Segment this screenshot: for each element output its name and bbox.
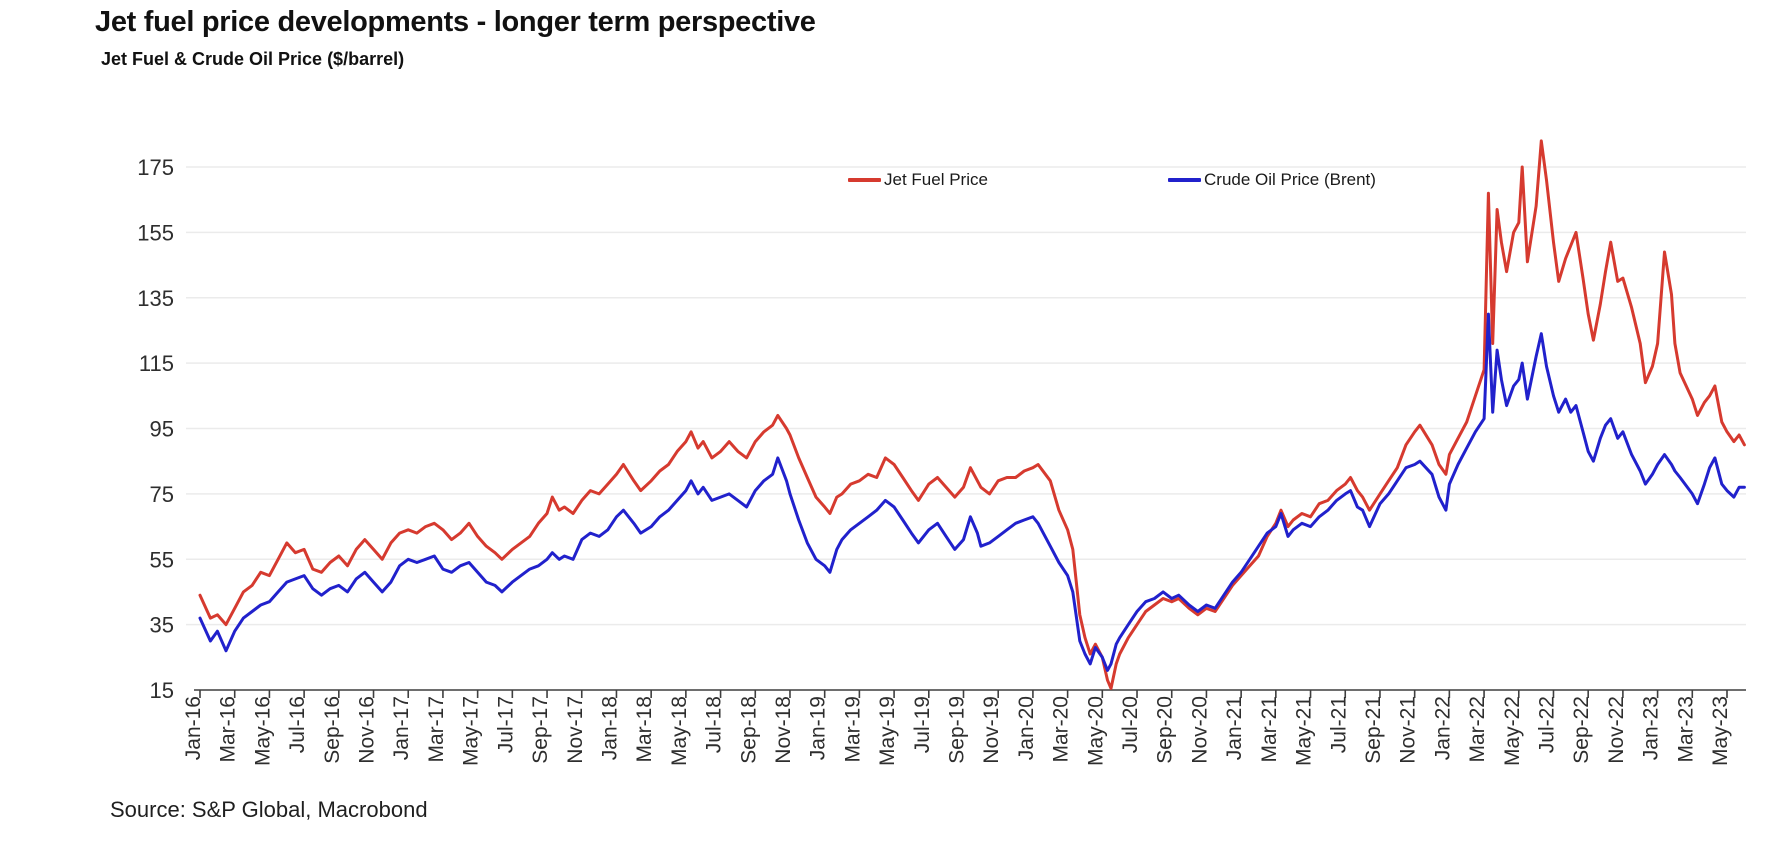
x-axis-label-Nov-16: Nov-16 xyxy=(356,696,379,764)
y-axis-label-75: 75 xyxy=(150,482,174,507)
x-axis-label-May-23: May-23 xyxy=(1709,696,1732,766)
y-axis-label-15: 15 xyxy=(150,678,174,703)
x-axis-label-Jul-16: Jul-16 xyxy=(286,696,309,753)
x-axis-label-Mar-17: Mar-17 xyxy=(425,696,448,763)
x-axis-label-Mar-16: Mar-16 xyxy=(217,696,240,763)
x-axis-label-Mar-18: Mar-18 xyxy=(633,696,656,763)
legend-item-jet-fuel: Jet Fuel Price xyxy=(848,170,988,190)
x-axis-label-May-16: May-16 xyxy=(251,696,274,766)
x-axis-label-Jul-19: Jul-19 xyxy=(911,696,934,753)
legend-label-jet-fuel: Jet Fuel Price xyxy=(884,170,988,189)
x-axis-label-Jan-19: Jan-19 xyxy=(807,696,830,760)
legend-item-crude-oil: Crude Oil Price (Brent) xyxy=(1168,170,1376,190)
x-axis-label-Nov-20: Nov-20 xyxy=(1188,696,1211,764)
x-axis-label-Jan-23: Jan-23 xyxy=(1640,696,1663,760)
x-axis-label-Jul-18: Jul-18 xyxy=(703,696,726,753)
x-axis-label-Mar-23: Mar-23 xyxy=(1674,696,1697,763)
series-line-jet-fuel xyxy=(198,139,1746,690)
y-axis-label-35: 35 xyxy=(150,613,174,638)
x-axis-label-Sep-19: Sep-19 xyxy=(946,696,969,764)
x-axis-label-May-18: May-18 xyxy=(668,696,691,766)
x-axis-label-Nov-19: Nov-19 xyxy=(980,696,1003,764)
chart-subtitle: Jet Fuel & Crude Oil Price ($/barrel) xyxy=(101,49,405,69)
x-axis-label-Jul-22: Jul-22 xyxy=(1535,696,1558,753)
x-axis-label-Mar-19: Mar-19 xyxy=(841,696,864,763)
x-axis-label-Sep-16: Sep-16 xyxy=(321,696,344,764)
y-axis-label-155: 155 xyxy=(137,220,174,245)
x-axis-label-Mar-22: Mar-22 xyxy=(1466,696,1489,763)
x-axis-label-Sep-18: Sep-18 xyxy=(737,696,760,764)
x-axis-label-Sep-21: Sep-21 xyxy=(1362,696,1385,764)
x-axis-label-Jan-17: Jan-17 xyxy=(390,696,413,760)
x-axis-label-Jan-22: Jan-22 xyxy=(1431,696,1454,760)
x-axis-label-Nov-18: Nov-18 xyxy=(772,696,795,764)
y-axis-label-135: 135 xyxy=(137,286,174,311)
x-axis-label-May-20: May-20 xyxy=(1084,696,1107,766)
x-axis-label-May-22: May-22 xyxy=(1501,696,1524,766)
x-axis-label-Jan-18: Jan-18 xyxy=(598,696,621,760)
x-axis-label-Nov-21: Nov-21 xyxy=(1397,696,1420,764)
jet-fuel-line-swatch xyxy=(848,178,881,182)
series-line-crude-oil xyxy=(198,312,1746,672)
crude-oil-line-swatch xyxy=(1168,178,1201,182)
x-axis-label-Jan-20: Jan-20 xyxy=(1015,696,1038,760)
x-axis-label-Jul-20: Jul-20 xyxy=(1119,696,1142,753)
source-note: Source: S&P Global, Macrobond xyxy=(110,797,428,822)
x-axis-label-Sep-17: Sep-17 xyxy=(529,696,552,764)
y-axis-label-95: 95 xyxy=(150,417,174,442)
x-axis-label-Sep-22: Sep-22 xyxy=(1570,696,1593,764)
x-axis-label-Mar-20: Mar-20 xyxy=(1050,696,1073,763)
x-axis-label-May-17: May-17 xyxy=(460,696,483,766)
page-title: Jet fuel price developments - longer ter… xyxy=(95,6,816,38)
y-axis-label-175: 175 xyxy=(137,155,174,180)
x-axis-label-May-21: May-21 xyxy=(1293,696,1316,766)
y-axis-label-55: 55 xyxy=(150,547,174,572)
x-axis-label-Jan-16: Jan-16 xyxy=(182,696,205,760)
y-axis-label-115: 115 xyxy=(139,351,174,376)
legend-label-crude-oil: Crude Oil Price (Brent) xyxy=(1204,170,1376,189)
x-axis-label-Mar-21: Mar-21 xyxy=(1258,696,1281,763)
x-axis-label-Jan-21: Jan-21 xyxy=(1223,696,1246,760)
x-axis-label-Nov-22: Nov-22 xyxy=(1605,696,1628,764)
x-axis-label-Sep-20: Sep-20 xyxy=(1154,696,1177,764)
x-axis-label-Jul-21: Jul-21 xyxy=(1327,696,1350,753)
x-axis-label-Jul-17: Jul-17 xyxy=(494,696,517,753)
x-axis-label-May-19: May-19 xyxy=(876,696,899,766)
x-axis-label-Nov-17: Nov-17 xyxy=(564,696,587,764)
